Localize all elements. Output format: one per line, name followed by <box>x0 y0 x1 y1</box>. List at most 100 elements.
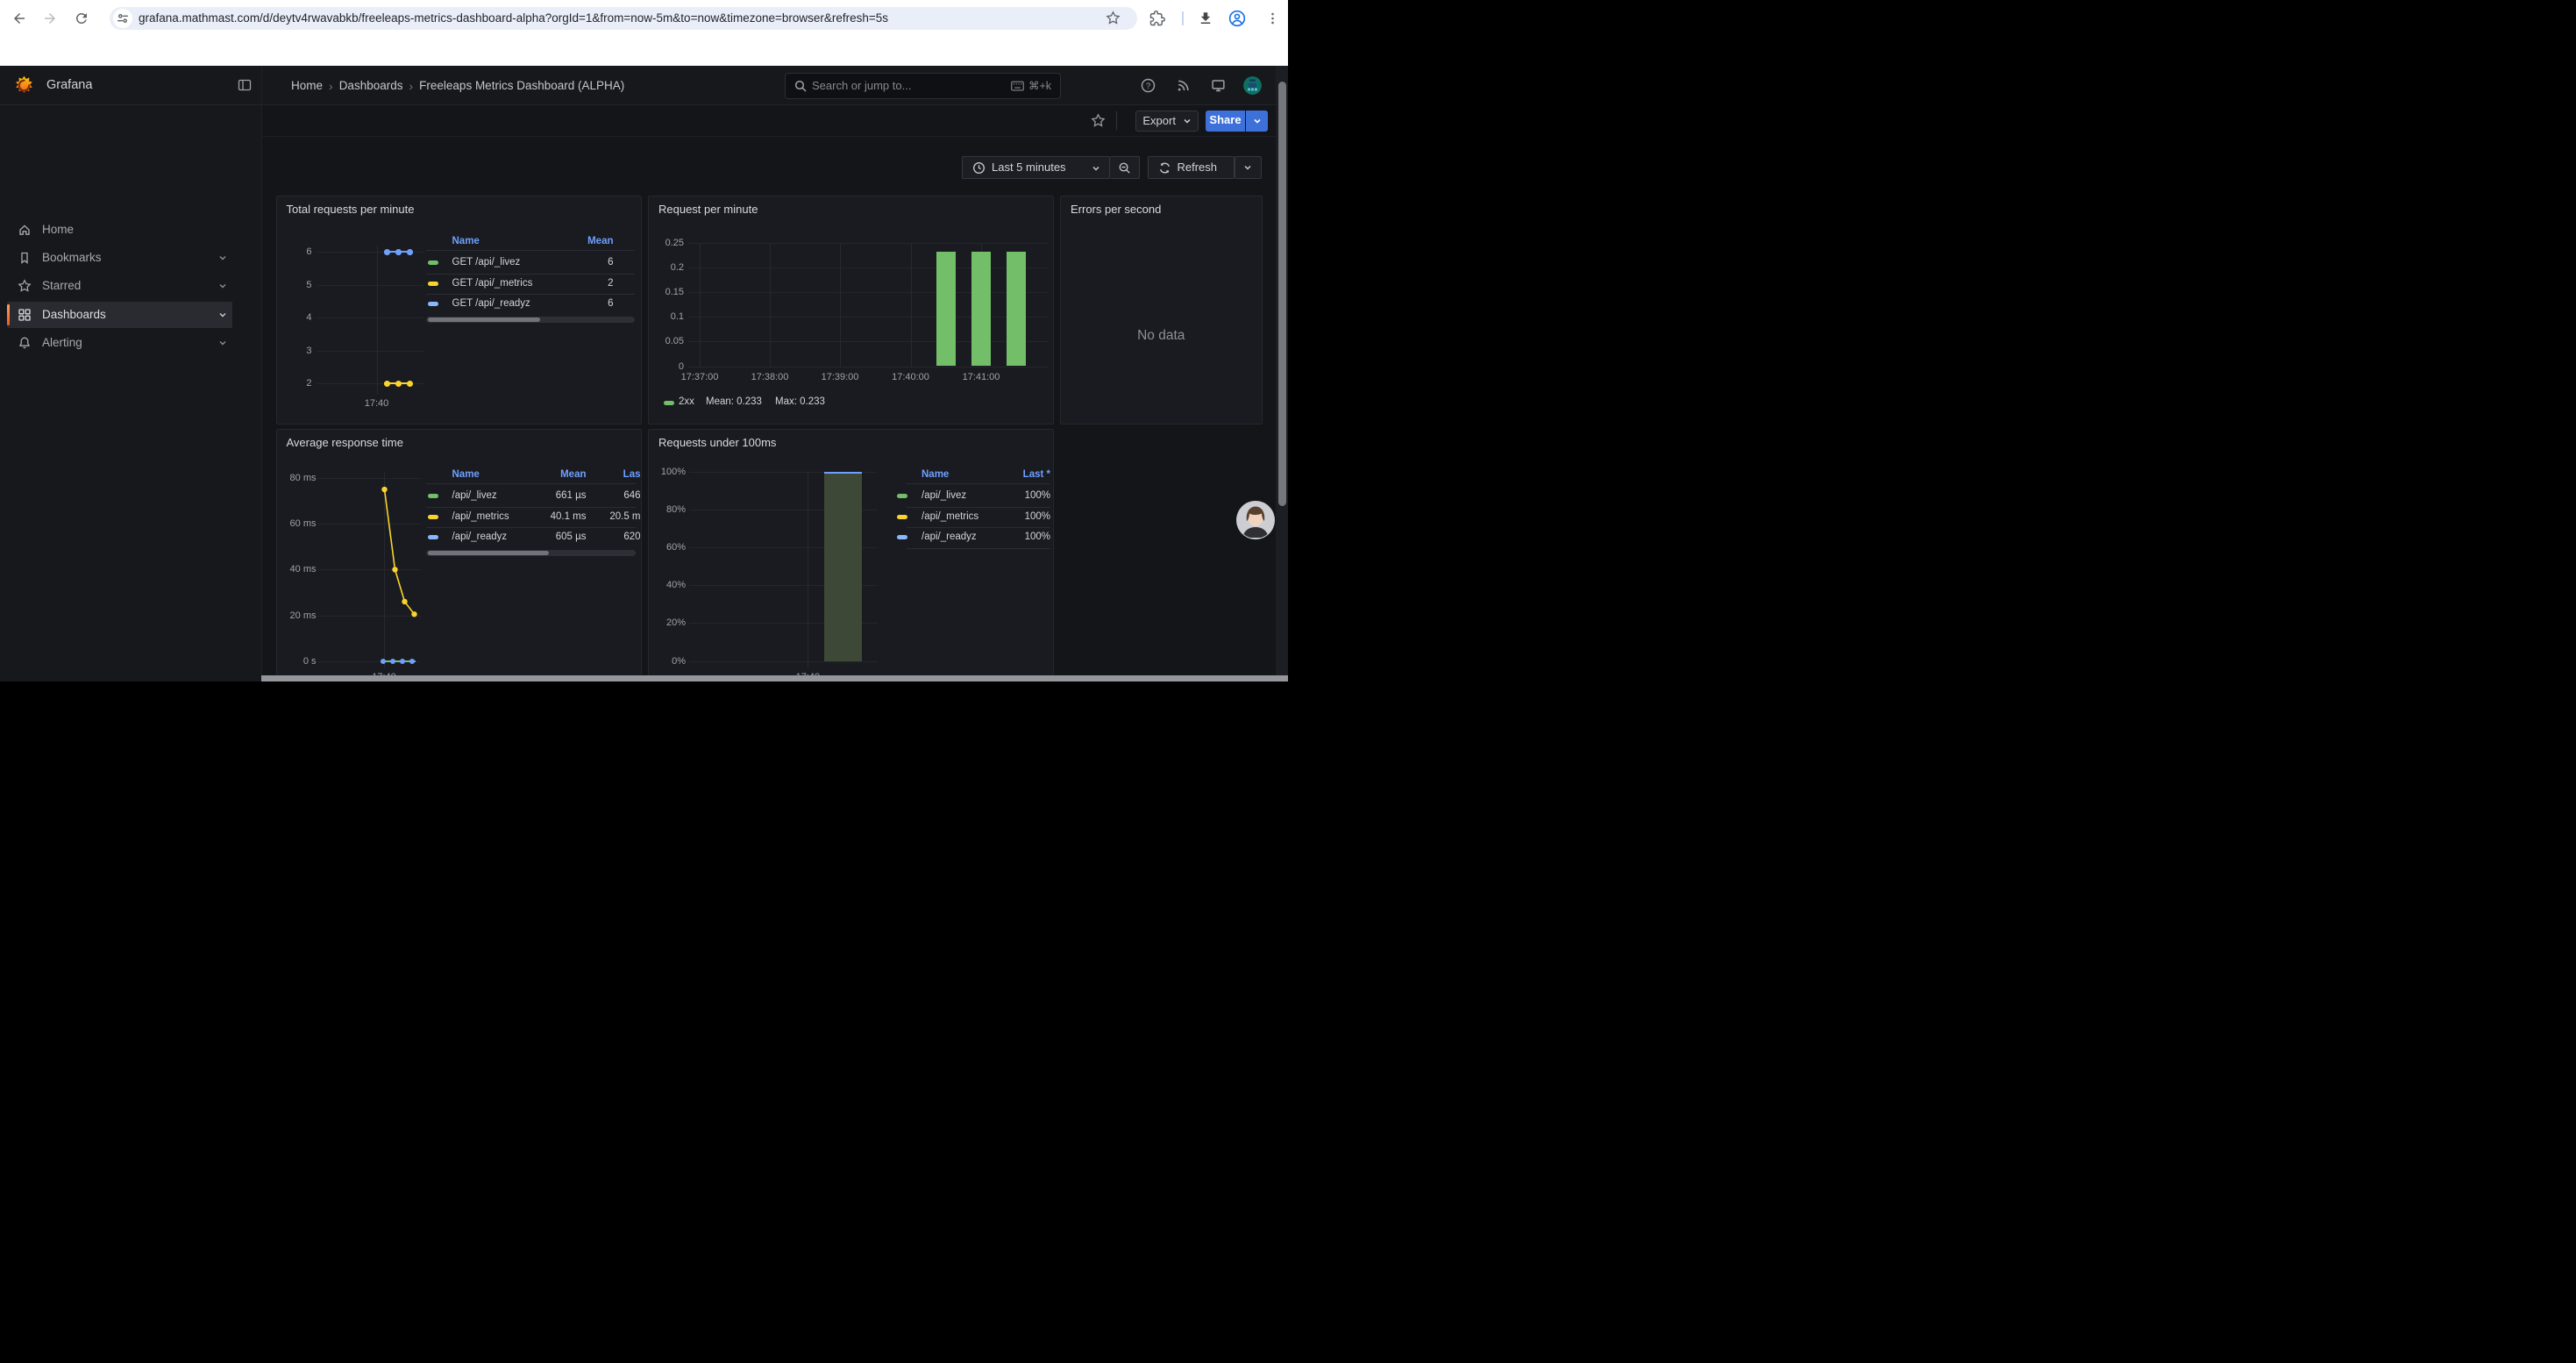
legend-series-name[interactable]: GET /api/_livez <box>452 256 521 269</box>
legend-series-pill[interactable] <box>428 515 438 519</box>
legend-scrollbar-track[interactable] <box>426 550 636 556</box>
x-tick-label: 17:40 <box>346 398 408 410</box>
url-bar[interactable]: grafana.mathmast.com/d/deytv4rwavabkb/fr… <box>110 7 1137 30</box>
horizontal-scrollbar[interactable] <box>261 675 1289 682</box>
refresh-button[interactable]: Refresh <box>1148 156 1235 179</box>
profile-icon[interactable] <box>1228 10 1246 27</box>
legend-series-pill[interactable] <box>897 515 907 519</box>
legend-value: 100% <box>989 531 1050 544</box>
series-point <box>395 381 402 387</box>
legend-series-pill[interactable] <box>428 494 438 498</box>
menu-icon[interactable] <box>1265 11 1280 26</box>
bar <box>936 252 956 367</box>
back-icon[interactable] <box>11 11 27 26</box>
legend-separator <box>426 294 635 295</box>
toolbar-divider <box>1182 11 1184 25</box>
legend-series-name[interactable]: 2xx <box>679 396 694 409</box>
alerting-icon <box>18 336 32 350</box>
export-button[interactable]: Export <box>1135 111 1199 132</box>
window-scrollbar[interactable] <box>1276 66 1288 675</box>
legend-value: 646 <box>588 489 641 503</box>
forward-icon[interactable] <box>42 11 58 26</box>
refresh-interval-dropdown[interactable] <box>1235 156 1262 179</box>
y-tick-label: 0.2 <box>649 261 684 274</box>
h-gridline <box>688 341 1049 342</box>
reload-icon[interactable] <box>74 11 89 26</box>
time-range-picker[interactable]: Last 5 minutes <box>962 156 1110 179</box>
legend-header[interactable]: Mean <box>517 235 614 248</box>
y-tick-label: 3 <box>277 345 312 357</box>
panel-requests-under-100ms: Requests under 100ms 100%80%60%40%20%0%1… <box>648 429 1054 682</box>
panel-average-response-time: Average response time 80 ms60 ms40 ms20 … <box>276 429 642 682</box>
sidebar-item-starred[interactable]: Starred <box>7 273 232 299</box>
bookmark-star-icon[interactable] <box>1106 11 1121 25</box>
legend-header[interactable]: Name <box>922 468 949 482</box>
legend-series-pill[interactable] <box>428 302 438 306</box>
breadcrumb-home[interactable]: Home <box>291 79 323 92</box>
monitor-icon[interactable] <box>1211 78 1226 93</box>
y-tick-label: 6 <box>277 246 312 258</box>
legend-mean: Mean: 0.233 <box>706 396 762 409</box>
breadcrumb-dashboards[interactable]: Dashboards <box>339 79 403 92</box>
bookmarks-bar: Freeleaps 收藏博客 <box>0 37 1288 66</box>
y-tick-label: 20% <box>649 617 686 629</box>
legend-series-name[interactable]: /api/_livez <box>922 489 966 503</box>
legend-series-pill[interactable] <box>664 401 674 405</box>
assistant-avatar[interactable] <box>1236 501 1275 539</box>
share-dropdown-button[interactable] <box>1246 111 1268 132</box>
legend-header[interactable]: Name <box>452 468 480 482</box>
sidebar-item-label: Home <box>42 217 74 243</box>
x-tick-label: 17:39:00 <box>809 372 871 383</box>
h-gridline <box>688 317 1049 318</box>
share-button[interactable]: Share <box>1206 111 1245 132</box>
site-info-button[interactable] <box>113 9 132 28</box>
search-input[interactable]: Search or jump to... ⌘+k <box>785 73 1061 99</box>
download-icon[interactable] <box>1198 11 1213 26</box>
chevron-down-icon <box>1183 117 1192 125</box>
legend-separator <box>426 274 635 275</box>
site-info-icon <box>116 11 130 25</box>
legend-scrollbar-thumb[interactable] <box>428 551 549 555</box>
legend-value: 40.1 ms <box>490 510 587 524</box>
legend-header[interactable]: Name <box>452 235 480 248</box>
panel-body: 100%80%60%40%20%0%17:40NameLast */api/_l… <box>649 430 1053 681</box>
legend-scrollbar-track[interactable] <box>426 317 635 323</box>
scrollbar-thumb[interactable] <box>1278 82 1286 506</box>
url-text[interactable]: grafana.mathmast.com/d/deytv4rwavabkb/fr… <box>139 7 888 30</box>
sidebar-item-home[interactable]: Home <box>7 217 232 243</box>
legend-series-pill[interactable] <box>897 535 907 539</box>
extensions-icon[interactable] <box>1149 11 1165 26</box>
legend-series-pill[interactable] <box>897 494 907 498</box>
sidebar-item-alerting[interactable]: Alerting <box>7 330 232 356</box>
breadcrumb-separator: › <box>402 79 419 93</box>
y-tick-label: 0% <box>649 655 686 667</box>
y-tick-label: 0 <box>649 360 684 373</box>
favorite-star-icon[interactable] <box>1091 113 1106 128</box>
sidebar-item-dashboards[interactable]: Dashboards <box>7 302 232 328</box>
y-tick-label: 60% <box>649 541 686 553</box>
series-point <box>384 249 390 255</box>
legend-scrollbar-thumb[interactable] <box>428 318 540 322</box>
brand-title[interactable]: Grafana <box>46 66 92 105</box>
sidebar-item-label: Bookmarks <box>42 245 102 271</box>
panel-body: 0.250.20.150.10.05017:37:0017:38:0017:39… <box>649 196 1053 424</box>
legend-header[interactable]: Mean <box>490 468 587 482</box>
bookmarks-icon <box>18 251 32 265</box>
refresh-label: Refresh <box>1178 157 1218 178</box>
help-icon[interactable]: ? <box>1141 78 1156 93</box>
sidebar-item-bookmarks[interactable]: Bookmarks <box>7 245 232 271</box>
legend-header[interactable]: Las <box>588 468 641 482</box>
zoom-out-button[interactable] <box>1110 156 1140 179</box>
grafana-logo[interactable] <box>14 75 34 96</box>
legend-header[interactable]: Last * <box>989 468 1050 482</box>
legend-series-name[interactable]: /api/_readyz <box>922 531 977 544</box>
legend-series-name[interactable]: /api/_metrics <box>922 510 978 524</box>
legend-series-pill[interactable] <box>428 282 438 286</box>
legend-series-pill[interactable] <box>428 535 438 539</box>
panel-body: No data <box>1061 196 1262 424</box>
panel-toggle-icon[interactable] <box>238 78 252 92</box>
news-icon[interactable] <box>1176 78 1191 93</box>
legend-series-pill[interactable] <box>428 260 438 265</box>
h-gridline <box>317 351 423 352</box>
user-avatar[interactable] <box>1243 76 1262 95</box>
